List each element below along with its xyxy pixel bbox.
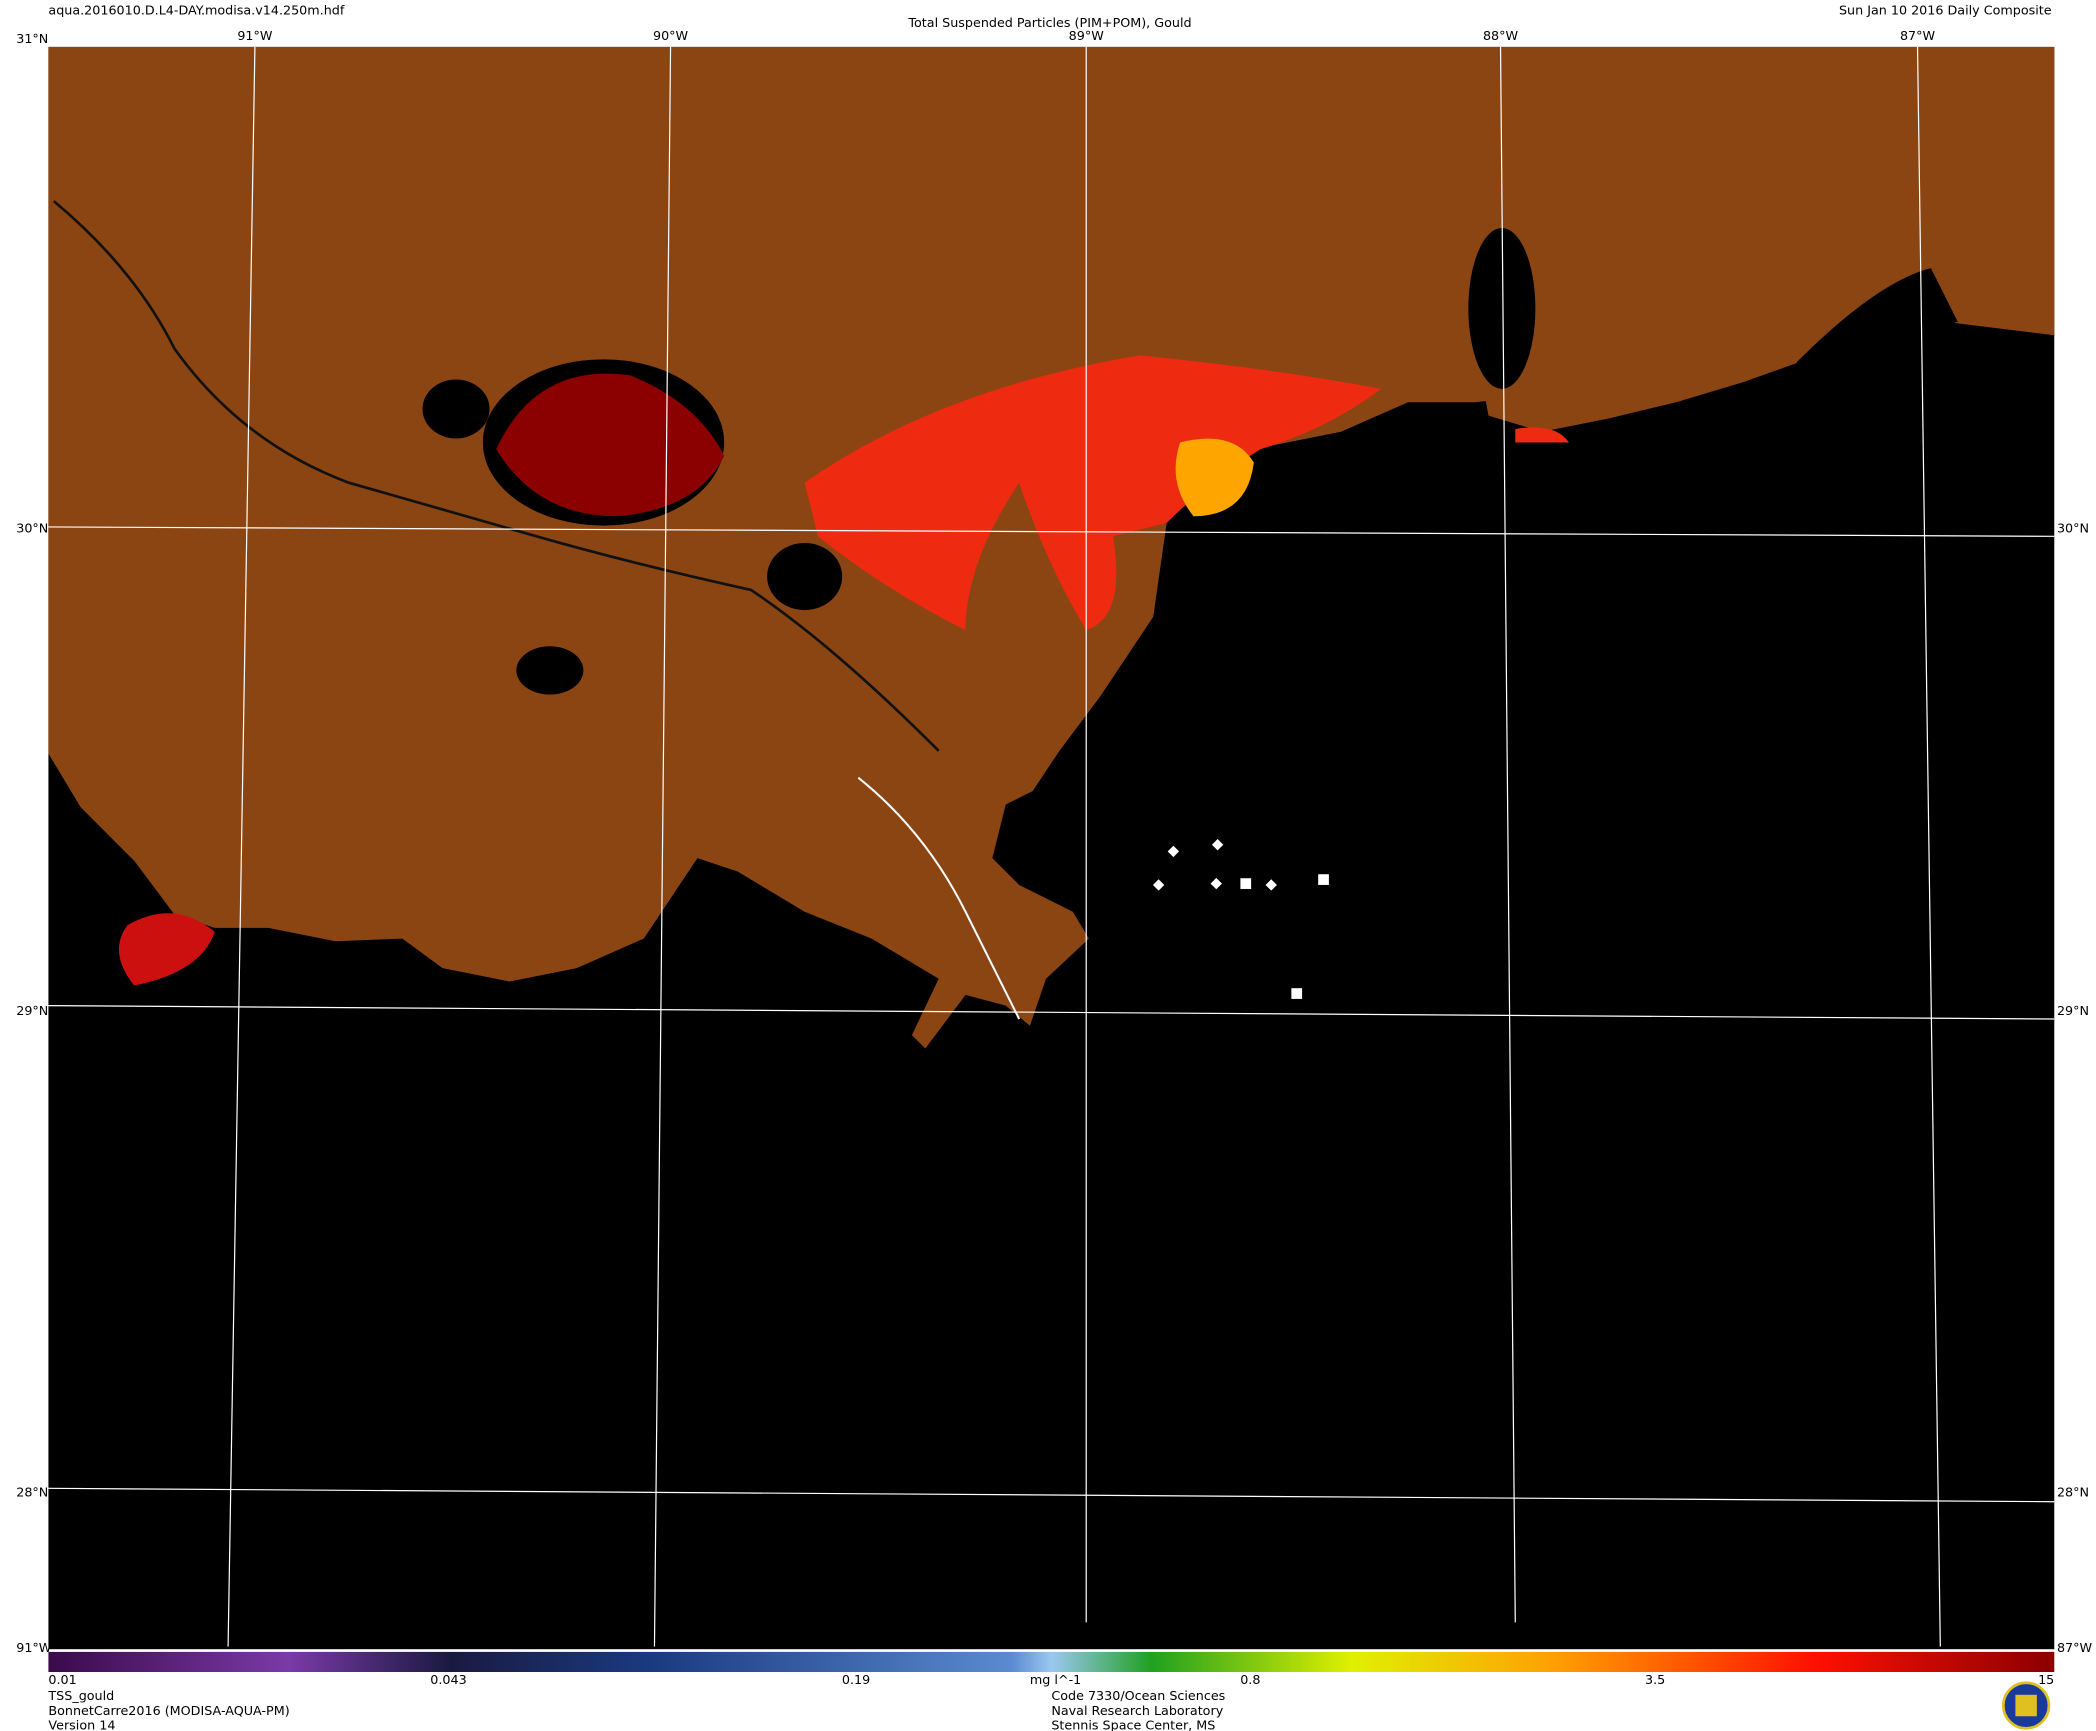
lon-label: 90°W (653, 29, 689, 44)
colorbar-tick-label: 0.19 (842, 1673, 870, 1688)
logo (2001, 1681, 2051, 1730)
colorbar-tick-label: 0.01 (48, 1673, 76, 1688)
lon-label: 87°W (1900, 29, 1936, 44)
colorbar-tick-label: 0.8 (1240, 1673, 1260, 1688)
lon-label: 88°W (1483, 29, 1519, 44)
colorbar-unit: mg l^-1 (1030, 1673, 1081, 1688)
colorbar (48, 1651, 2055, 1673)
bay (1468, 227, 1536, 389)
lon-label: 89°W (1069, 29, 1105, 44)
footer-left: Version 14 (48, 1719, 115, 1731)
lake (516, 646, 584, 695)
lon-label: 87°W (2057, 1641, 2093, 1656)
filename: aqua.2016010.D.L4-DAY.modisa.v14.250m.hd… (48, 4, 344, 19)
sediment-plume (118, 913, 215, 986)
lon-label: 91°W (237, 29, 273, 44)
colorbar-tick-label: 15 (2038, 1673, 2054, 1688)
sediment-plume (1175, 438, 1254, 517)
lat-label: 28°N (16, 1485, 48, 1500)
map (48, 46, 2055, 1650)
footer-center: Naval Research Laboratory (1051, 1704, 1223, 1719)
river (52, 200, 940, 752)
lake (422, 379, 490, 439)
footer-center: Code 7330/Ocean Sciences (1051, 1689, 1225, 1704)
platforms (1152, 839, 1329, 999)
colorbar-tick-label: 3.5 (1645, 1673, 1665, 1688)
lat-label: 30°N (2057, 521, 2089, 536)
lake (767, 543, 843, 611)
footer-left: TSS_gould (47, 1689, 114, 1704)
lat-label: 31°N (16, 32, 48, 47)
lat-label: 30°N (16, 521, 48, 536)
lon-label: 91°W (16, 1641, 52, 1656)
bay (1796, 268, 1958, 376)
lat-label: 28°N (2057, 1485, 2089, 1500)
footer-left: BonnetCarre2016 (MODISA-AQUA-PM) (48, 1704, 289, 1719)
graticule (48, 46, 2055, 1647)
date: Sun Jan 10 2016 Daily Composite (1839, 4, 2052, 19)
sediment-plume (804, 355, 1382, 631)
river-channel (857, 776, 1021, 1020)
sediment-plume (1515, 427, 1569, 443)
footer-center: Stennis Space Center, MS (1051, 1719, 1215, 1731)
title: Total Suspended Particles (PIM+POM), Gou… (907, 16, 1191, 31)
lat-label: 29°N (2057, 1004, 2089, 1019)
lat-label: 29°N (16, 1004, 48, 1019)
colorbar-tick-label: 0.043 (430, 1673, 466, 1688)
